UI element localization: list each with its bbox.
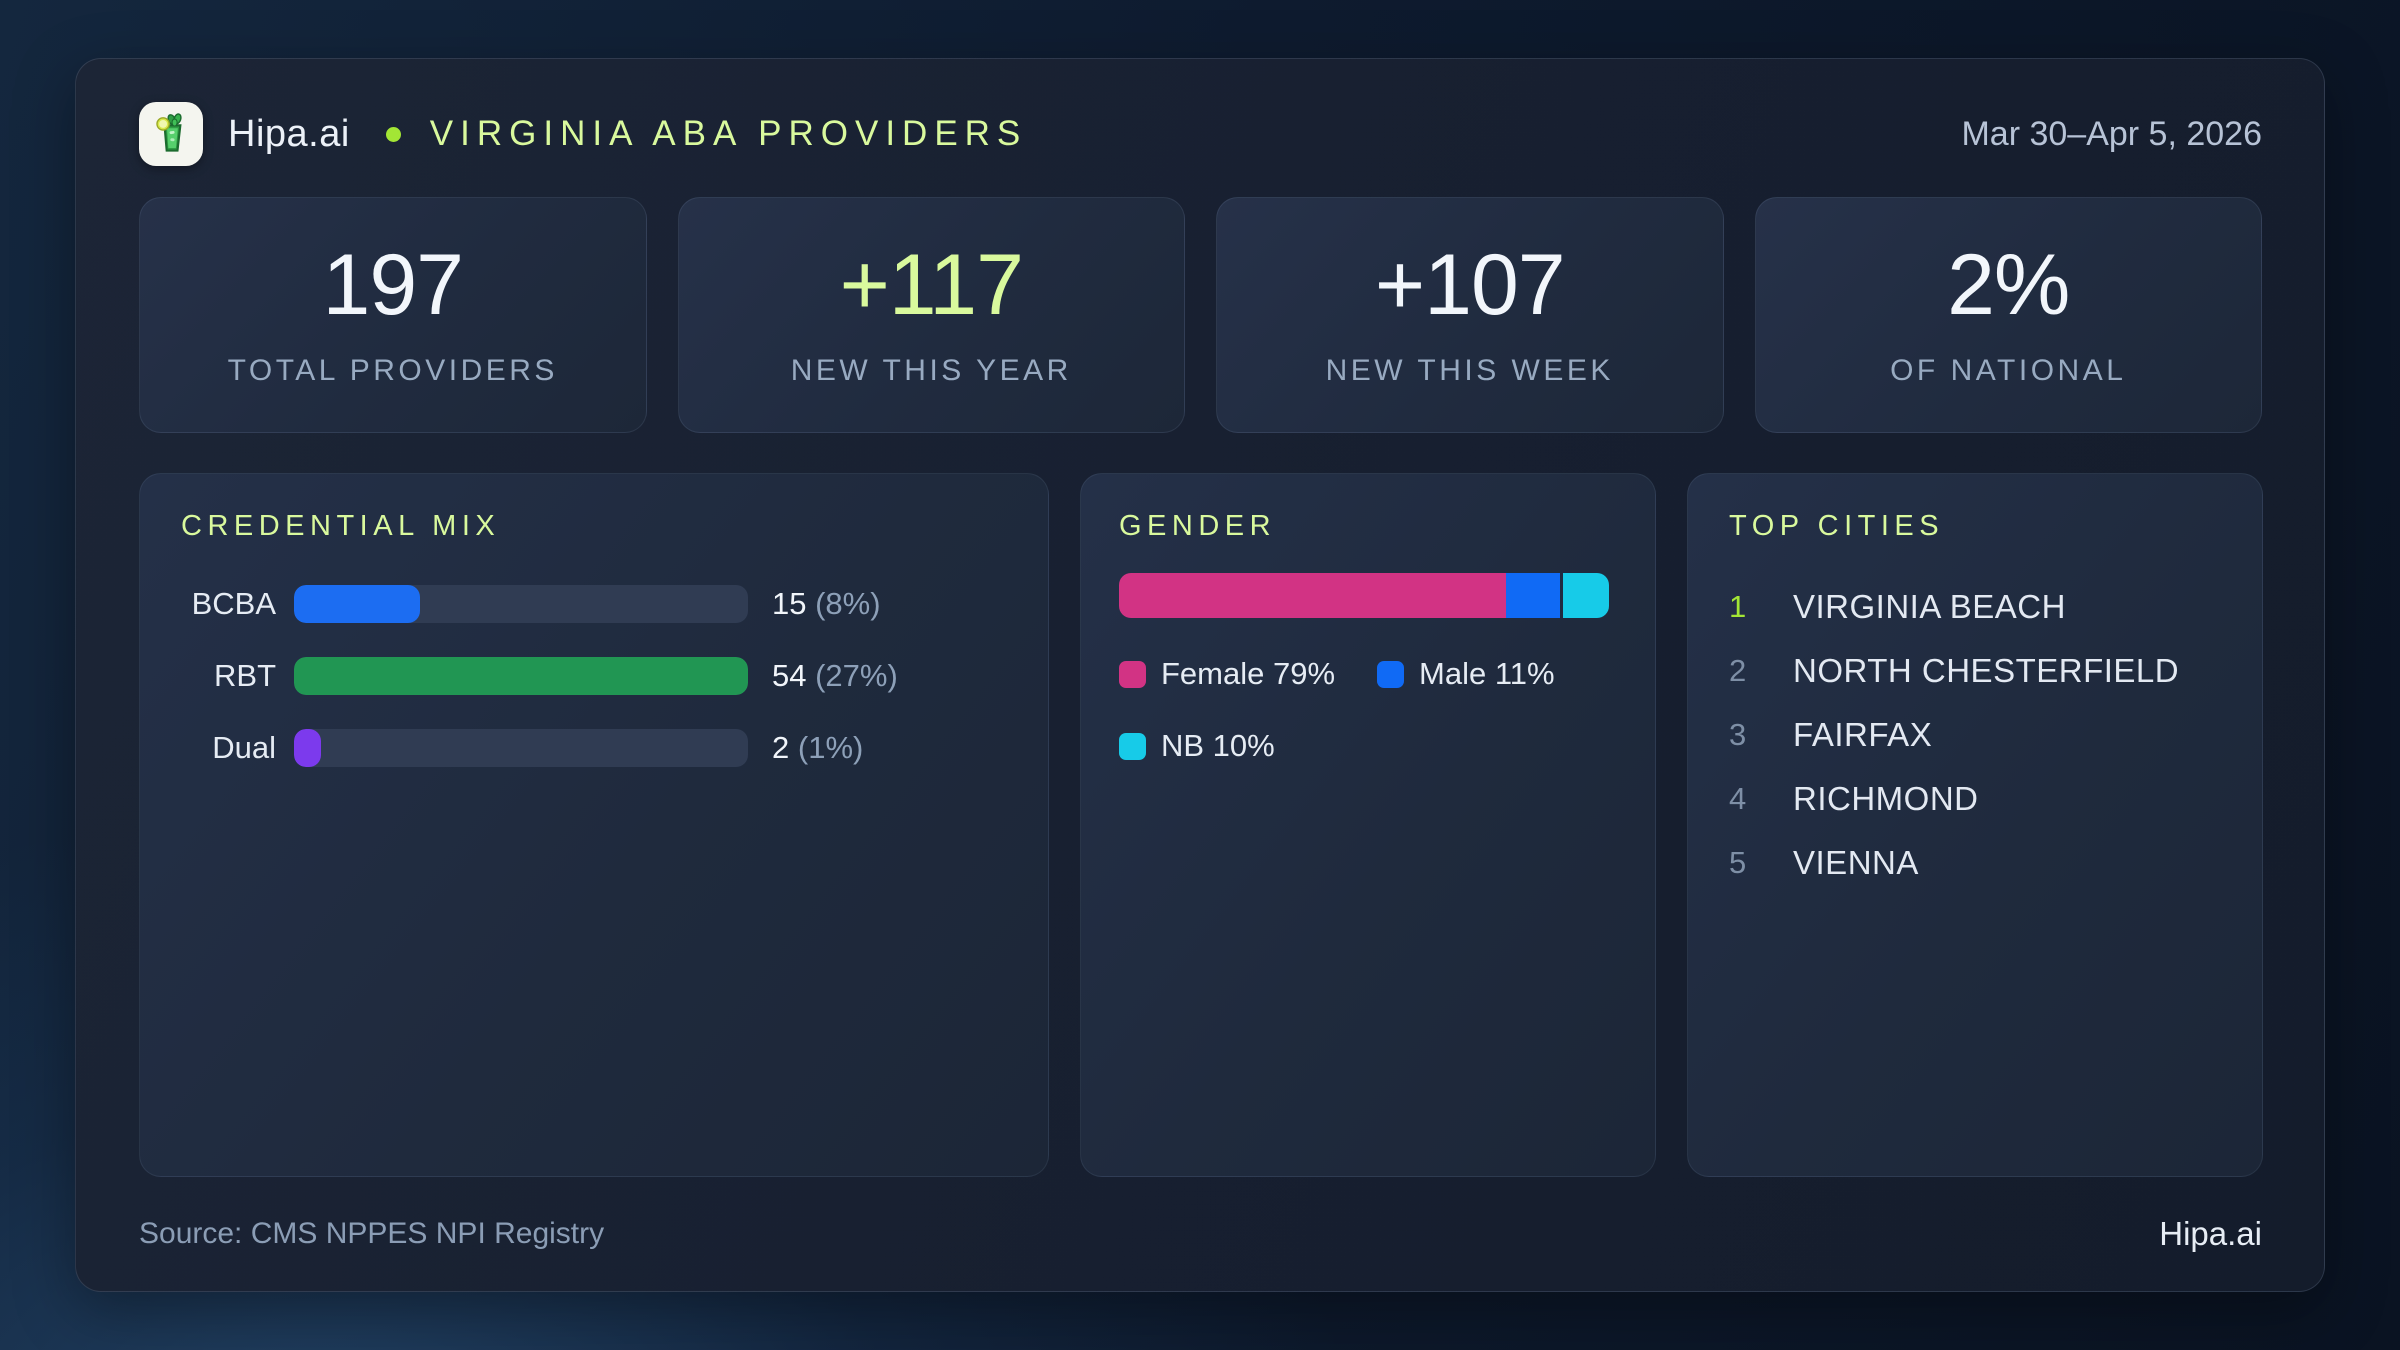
- credential-mix-panel: CREDENTIAL MIX BCBA 15 (8%) RBT: [139, 473, 1049, 1177]
- header: Hipa.ai VIRGINIA ABA PROVIDERS Mar 30–Ap…: [139, 101, 2262, 167]
- bar-label: BCBA: [191, 586, 276, 621]
- stat-label: TOTAL PROVIDERS: [227, 354, 558, 387]
- legend-item-nb: NB 10%: [1119, 728, 1275, 764]
- footer: Source: CMS NPPES NPI Registry Hipa.ai: [139, 1215, 2262, 1253]
- credential-mix-title: CREDENTIAL MIX: [181, 510, 501, 542]
- city-rank: 2: [1729, 653, 1747, 688]
- gender-title: GENDER: [1119, 510, 1277, 542]
- city-rank: 5: [1729, 845, 1747, 880]
- legend-item-female: Female 79%: [1119, 656, 1335, 692]
- bar-percent: (27%): [815, 658, 898, 693]
- top-cities-title: TOP CITIES: [1729, 510, 1945, 542]
- city-rank: 4: [1729, 781, 1747, 816]
- page-title: VIRGINIA ABA PROVIDERS: [429, 114, 1028, 153]
- nb-swatch-icon: [1119, 732, 1146, 760]
- bar-fill: [294, 657, 748, 695]
- segment-female: [1119, 573, 1507, 618]
- bar-count: 15: [772, 586, 807, 621]
- stat-card-total-providers: 197 TOTAL PROVIDERS: [139, 197, 647, 433]
- male-swatch-icon: [1377, 660, 1405, 688]
- bar-track: [294, 729, 748, 767]
- bar-percent: (8%): [815, 586, 881, 621]
- bar-track: [294, 585, 748, 623]
- list-item: 3 FAIRFAX: [1729, 703, 2218, 767]
- bar-value: 54 (27%): [772, 658, 898, 694]
- bar-row-dual: Dual 2 (1%): [181, 729, 1004, 767]
- separator-dot-icon: [385, 126, 401, 142]
- gender-legend: Female 79% Male 11% NB 10%: [1119, 656, 1609, 764]
- stat-value: +117: [839, 237, 1024, 333]
- bar-track: [294, 657, 748, 695]
- segment-male: [1506, 573, 1560, 618]
- stat-value: 197: [322, 237, 464, 333]
- legend-row: Female 79% Male 11%: [1119, 656, 1609, 692]
- top-cities-panel: TOP CITIES 1 VIRGINIA BEACH 2 NORTH CHES…: [1687, 473, 2263, 1177]
- gender-panel: GENDER Female 79% Male 11%: [1080, 473, 1656, 1177]
- footer-brand: Hipa.ai: [2159, 1215, 2262, 1252]
- stat-value: 2%: [1947, 237, 2070, 333]
- brand-name: Hipa.ai: [228, 112, 350, 155]
- list-item: 2 NORTH CHESTERFIELD: [1729, 639, 2218, 703]
- bar-count: 54: [772, 658, 807, 693]
- legend-item-male: Male 11%: [1377, 656, 1555, 692]
- brand-logo: [139, 102, 203, 166]
- stat-label: NEW THIS YEAR: [790, 354, 1072, 387]
- source-attribution: Source: CMS NPPES NPI Registry: [139, 1217, 605, 1250]
- bar-label: Dual: [212, 730, 276, 765]
- legend-row: NB 10%: [1119, 728, 1609, 764]
- stat-card-new-this-year: +117 NEW THIS YEAR: [677, 197, 1185, 433]
- city-name: NORTH CHESTERFIELD: [1793, 652, 2180, 689]
- female-swatch-icon: [1119, 660, 1146, 688]
- bar-fill: [294, 585, 421, 623]
- city-rank: 1: [1729, 589, 1747, 624]
- list-item: 5 VIENNA: [1729, 831, 2218, 895]
- mojito-icon: [156, 113, 182, 152]
- stat-card-of-national: 2% OF NATIONAL: [1754, 197, 2262, 433]
- stat-label: NEW THIS WEEK: [1325, 354, 1614, 387]
- list-item: 1 VIRGINIA BEACH: [1729, 575, 2218, 639]
- city-name: VIENNA: [1793, 844, 1919, 881]
- city-name: RICHMOND: [1793, 780, 1979, 817]
- credential-bar-chart: BCBA 15 (8%) RBT: [181, 585, 1004, 767]
- city-list: 1 VIRGINIA BEACH 2 NORTH CHESTERFIELD 3 …: [1729, 575, 2218, 895]
- bar-row-rbt: RBT 54 (27%): [181, 657, 1004, 695]
- bar-percent: (1%): [797, 730, 864, 765]
- city-rank: 3: [1729, 717, 1747, 752]
- legend-label: Male 11%: [1419, 656, 1555, 691]
- bar-value: 2 (1%): [772, 730, 863, 766]
- bar-label: RBT: [214, 658, 276, 693]
- stat-card-new-this-week: +107 NEW THIS WEEK: [1216, 197, 1724, 433]
- stat-value: +107: [1374, 237, 1566, 333]
- date-range: Mar 30–Apr 5, 2026: [1961, 114, 2262, 153]
- legend-label: NB 10%: [1161, 728, 1275, 763]
- bar-count: 2: [772, 730, 790, 765]
- bar-value: 15 (8%): [772, 586, 881, 622]
- list-item: 4 RICHMOND: [1729, 767, 2218, 831]
- segment-nb: [1559, 573, 1609, 618]
- city-name: FAIRFAX: [1793, 716, 1933, 753]
- stats-row: 197 TOTAL PROVIDERS +117 NEW THIS YEAR +…: [139, 197, 2262, 433]
- bar-row-bcba: BCBA 15 (8%): [181, 585, 1004, 623]
- legend-label: Female 79%: [1161, 656, 1336, 691]
- bar-fill: [294, 729, 322, 767]
- dashboard-card: Hipa.ai VIRGINIA ABA PROVIDERS Mar 30–Ap…: [75, 58, 2325, 1292]
- stat-label: OF NATIONAL: [1890, 354, 2127, 387]
- city-name: VIRGINIA BEACH: [1793, 588, 2066, 625]
- panels-row: CREDENTIAL MIX BCBA 15 (8%) RBT: [139, 473, 2263, 1177]
- gender-stacked-bar: [1119, 573, 1609, 618]
